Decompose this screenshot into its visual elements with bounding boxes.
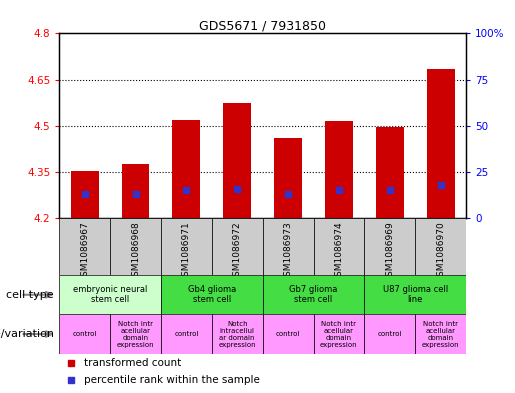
Text: GSM1086969: GSM1086969 bbox=[385, 221, 394, 282]
Text: GSM1086971: GSM1086971 bbox=[182, 221, 191, 282]
Bar bbox=[365, 275, 466, 314]
Text: control: control bbox=[174, 331, 199, 337]
Text: Gb4 glioma
stem cell: Gb4 glioma stem cell bbox=[187, 285, 236, 305]
Bar bbox=[426, 69, 455, 218]
Text: control: control bbox=[276, 331, 300, 337]
Text: Notch intr
acellular
domain
expression: Notch intr acellular domain expression bbox=[422, 321, 459, 347]
Text: embryonic neural
stem cell: embryonic neural stem cell bbox=[73, 285, 147, 305]
Bar bbox=[59, 275, 161, 314]
Bar bbox=[314, 218, 364, 275]
Text: Notch intr
acellular
domain
expression: Notch intr acellular domain expression bbox=[117, 321, 154, 347]
Bar bbox=[314, 314, 364, 354]
Text: transformed count: transformed count bbox=[83, 358, 181, 367]
Text: GSM1086968: GSM1086968 bbox=[131, 221, 140, 282]
Text: Notch
intracellul
ar domain
expression: Notch intracellul ar domain expression bbox=[218, 321, 256, 347]
Bar bbox=[364, 218, 415, 275]
Bar bbox=[59, 314, 110, 354]
Bar bbox=[263, 218, 314, 275]
Text: Notch intr
acellular
domain
expression: Notch intr acellular domain expression bbox=[320, 321, 358, 347]
Bar bbox=[173, 119, 200, 218]
Bar bbox=[263, 275, 364, 314]
Text: Gb7 glioma
stem cell: Gb7 glioma stem cell bbox=[289, 285, 338, 305]
Text: genotype/variation: genotype/variation bbox=[0, 329, 54, 339]
Bar bbox=[110, 218, 161, 275]
Bar bbox=[212, 218, 263, 275]
Text: U87 glioma cell
line: U87 glioma cell line bbox=[383, 285, 448, 305]
Bar bbox=[365, 314, 415, 354]
Text: control: control bbox=[377, 331, 402, 337]
Bar bbox=[263, 314, 314, 354]
Bar bbox=[325, 121, 353, 218]
Bar bbox=[59, 218, 110, 275]
Text: GSM1086967: GSM1086967 bbox=[80, 221, 89, 282]
Bar bbox=[223, 103, 251, 218]
Text: GSM1086972: GSM1086972 bbox=[233, 221, 242, 282]
Bar bbox=[161, 275, 263, 314]
Text: control: control bbox=[73, 331, 97, 337]
Bar bbox=[161, 218, 212, 275]
Text: GSM1086974: GSM1086974 bbox=[334, 221, 344, 282]
Bar bbox=[212, 314, 263, 354]
Text: cell type: cell type bbox=[7, 290, 54, 300]
Bar bbox=[122, 164, 149, 218]
Bar bbox=[274, 138, 302, 218]
Bar bbox=[161, 314, 212, 354]
Text: percentile rank within the sample: percentile rank within the sample bbox=[83, 375, 260, 385]
Title: GDS5671 / 7931850: GDS5671 / 7931850 bbox=[199, 19, 326, 32]
Text: GSM1086970: GSM1086970 bbox=[436, 221, 445, 282]
Bar bbox=[376, 127, 404, 218]
Bar bbox=[415, 314, 466, 354]
Text: GSM1086973: GSM1086973 bbox=[284, 221, 293, 282]
Bar bbox=[415, 218, 466, 275]
Bar bbox=[110, 314, 161, 354]
Bar bbox=[71, 171, 99, 218]
